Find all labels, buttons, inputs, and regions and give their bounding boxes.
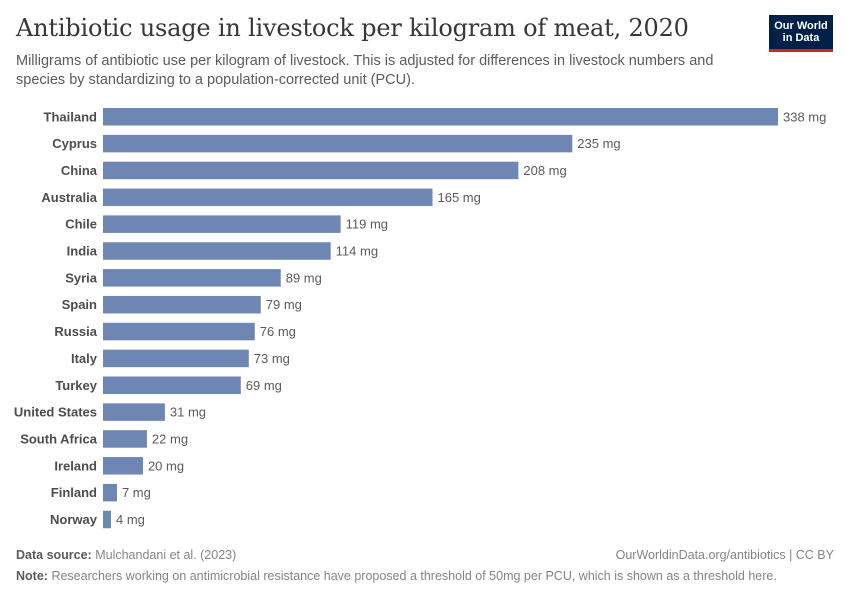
logo-line-2: in Data <box>782 32 820 44</box>
category-label-ireland: Ireland <box>54 458 97 473</box>
bar-turkey[interactable] <box>103 376 241 395</box>
value-label-thailand: 338 mg <box>783 109 826 124</box>
bar-chile[interactable] <box>103 215 341 233</box>
value-label-cyprus: 235 mg <box>577 136 620 151</box>
bar-ireland[interactable] <box>103 457 143 475</box>
note-text: Researchers working on antimicrobial res… <box>51 569 777 583</box>
value-label-chile: 119 mg <box>346 217 388 232</box>
bar-syria[interactable] <box>103 269 281 287</box>
bar-italy[interactable] <box>103 349 249 368</box>
logo-line-1: Our World <box>774 20 828 32</box>
footer-source: Data source: Mulchandani et al. (2023) O… <box>16 548 834 562</box>
bar-spain[interactable] <box>103 295 261 314</box>
chart-subtitle: Milligrams of antibiotic use per kilogra… <box>16 53 714 88</box>
bar-thailand[interactable] <box>103 108 778 126</box>
value-label-south-africa: 22 mg <box>152 431 188 446</box>
category-label-united-states: United States <box>14 405 97 420</box>
category-label-norway: Norway <box>50 512 98 527</box>
category-label-spain: Spain <box>62 297 97 312</box>
footer-note: Note: Researchers working on antimicrobi… <box>16 569 834 583</box>
category-label-finland: Finland <box>51 485 97 500</box>
bar-norway[interactable] <box>103 510 111 529</box>
value-label-australia: 165 mg <box>438 190 481 205</box>
bar-india[interactable] <box>103 242 331 260</box>
category-label-italy: Italy <box>71 351 98 366</box>
value-label-ireland: 20 mg <box>148 458 184 473</box>
value-label-syria: 89 mg <box>286 270 322 285</box>
value-label-spain: 79 mg <box>266 297 302 312</box>
bar-china[interactable] <box>103 161 519 180</box>
owid-logo[interactable]: Our World in Data <box>769 15 833 52</box>
category-label-thailand: Thailand <box>44 109 98 124</box>
bar-south-africa[interactable] <box>103 430 147 448</box>
bar-finland[interactable] <box>103 483 117 502</box>
value-label-norway: 4 mg <box>116 512 145 527</box>
category-label-china: China <box>61 163 98 178</box>
source-link[interactable]: Mulchandani et al. (2023) <box>95 548 237 562</box>
category-label-india: India <box>67 244 98 259</box>
category-label-cyprus: Cyprus <box>52 136 97 151</box>
category-label-south-africa: South Africa <box>20 431 98 446</box>
source-label: Data source: <box>16 548 92 562</box>
value-label-india: 114 mg <box>336 244 378 259</box>
bar-united-states[interactable] <box>103 403 165 421</box>
category-label-russia: Russia <box>54 324 97 339</box>
category-label-chile: Chile <box>65 217 97 232</box>
bar-chart: Thailand 338 mg Cyprus 235 mg China 208 mg Aus… <box>14 108 826 529</box>
category-label-australia: Australia <box>41 190 97 205</box>
chart-title: Antibiotic usage in livestock per kilogr… <box>16 14 689 42</box>
value-label-china: 208 mg <box>523 163 566 178</box>
value-label-russia: 76 mg <box>260 324 296 339</box>
value-label-italy: 73 mg <box>254 351 290 366</box>
bar-cyprus[interactable] <box>103 134 573 153</box>
note-label: Note: <box>16 569 48 583</box>
value-label-united-states: 31 mg <box>170 405 206 420</box>
bar-australia[interactable] <box>103 188 433 207</box>
value-label-finland: 7 mg <box>122 485 151 500</box>
category-label-syria: Syria <box>65 270 98 285</box>
value-label-turkey: 69 mg <box>246 378 282 393</box>
credit-link[interactable]: OurWorldinData.org/antibiotics | CC BY <box>615 548 834 562</box>
category-label-turkey: Turkey <box>55 378 97 393</box>
bar-russia[interactable] <box>103 322 255 341</box>
